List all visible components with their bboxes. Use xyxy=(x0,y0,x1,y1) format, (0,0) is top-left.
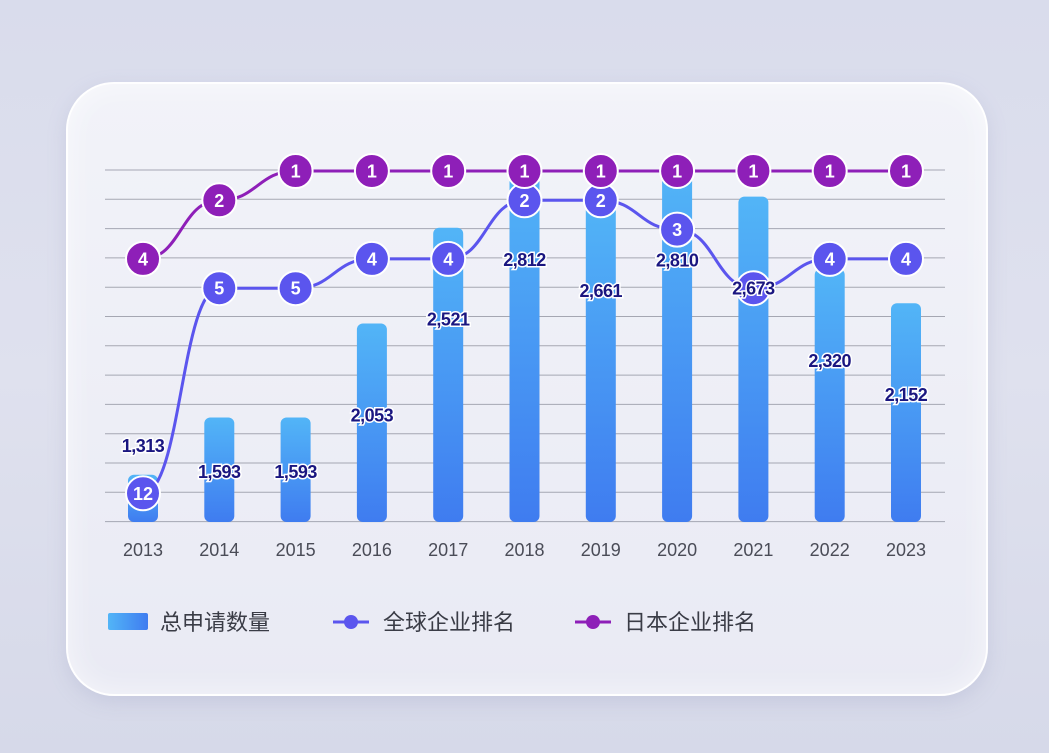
series-global-rank: 12 5 5 4 4 2 2 3 5 4 4 xyxy=(125,182,924,512)
rank-label-2022: 1 xyxy=(825,162,835,182)
bar-value-labels: 1,313 1,593 1,593 2,053 2,521 2,812 2,661 2,810… xyxy=(120,249,930,484)
bar-value-label-2016: 2,053 xyxy=(351,405,394,425)
rank-marker-2015 xyxy=(277,270,314,307)
x-tick-label: 2017 xyxy=(428,540,468,560)
x-tick-label: 2013 xyxy=(123,540,163,560)
bar-value-label-2022: 2,320 xyxy=(808,351,851,371)
bar-2018 xyxy=(509,168,540,522)
rank-marker-2023 xyxy=(888,153,924,189)
bar-2023 xyxy=(891,303,921,522)
rank-label-2022: 4 xyxy=(825,249,835,269)
bar-2016 xyxy=(356,323,387,522)
bar-value-label-2017: 2,521 xyxy=(427,310,470,330)
rank-marker-2021 xyxy=(735,270,772,307)
rank-label-2019: 2 xyxy=(596,191,606,211)
bar-value-label-2013: 1,313 xyxy=(122,436,165,456)
x-tick-label: 2018 xyxy=(504,540,544,560)
rank-marker-2016 xyxy=(353,240,390,277)
bar-value-label-2018: 2,812 xyxy=(503,250,546,270)
rank-marker-2018 xyxy=(506,153,543,189)
legend: 总申请数量 全球企业排名 日本企业排名 xyxy=(108,611,756,636)
rank-label-2016: 1 xyxy=(367,162,377,182)
rank-label-2015: 5 xyxy=(291,279,301,299)
rank-marker-2022 xyxy=(811,240,848,277)
rank-marker-2020 xyxy=(659,153,696,189)
rank-label-2017: 1 xyxy=(443,162,453,182)
rank-marker-2021 xyxy=(735,153,772,189)
rank-marker-2019 xyxy=(582,153,619,189)
rank-label-2023: 1 xyxy=(901,162,911,182)
rank-marker-2013 xyxy=(125,475,161,512)
bar-value-label-2020: 2,810 xyxy=(656,251,699,271)
bar-2017 xyxy=(433,227,464,522)
bar-value-label-2014: 1,593 xyxy=(198,462,241,482)
x-tick-label: 2019 xyxy=(581,540,621,560)
bar-value-label-2019: 2,661 xyxy=(580,281,623,301)
rank-label-2023: 4 xyxy=(901,249,911,269)
x-tick-label: 2016 xyxy=(352,540,392,560)
rank-label-2021: 1 xyxy=(748,162,758,182)
legend-label-japan-rank: 日本企业排名 xyxy=(624,611,756,636)
legend-marker xyxy=(344,615,358,629)
bars xyxy=(128,168,921,522)
rank-marker-2017 xyxy=(430,240,467,277)
bar-2019 xyxy=(585,199,616,522)
x-axis: 2013 2014 2015 2016 2017 2018 2019 2020 2021 2022… xyxy=(123,540,926,560)
series-japan-rank: 4 2 1 1 1 1 1 1 1 1 1 xyxy=(125,153,924,277)
rank-marker-2017 xyxy=(430,153,467,189)
bar-2015 xyxy=(280,417,311,522)
rank-label-2014: 5 xyxy=(214,279,224,299)
rank-label-2019: 1 xyxy=(596,162,606,182)
x-tick-label: 2020 xyxy=(657,540,697,560)
rank-marker-2014 xyxy=(201,182,238,219)
bar-value-label-2023: 2,152 xyxy=(885,385,928,405)
bar-2014 xyxy=(204,417,235,522)
rank-label-2013: 12 xyxy=(133,484,153,504)
rank-label-2016: 4 xyxy=(367,249,377,269)
bar-2021 xyxy=(738,196,769,522)
legend-label-total: 总申请数量 xyxy=(160,611,270,636)
bar-value-label-2021: 2,673 xyxy=(732,279,775,299)
rank-label-2021: 5 xyxy=(748,279,758,299)
legend-marker xyxy=(586,615,600,629)
x-tick-label: 2014 xyxy=(199,540,239,560)
rank-label-2020: 1 xyxy=(672,162,682,182)
rank-label-2018: 1 xyxy=(519,162,529,182)
rank-marker-2020 xyxy=(659,211,696,248)
rank-marker-2014 xyxy=(201,270,238,307)
rank-label-2013: 4 xyxy=(138,249,148,269)
rank-marker-2016 xyxy=(353,153,390,189)
rank-label-2018: 2 xyxy=(519,191,529,211)
bar-2022 xyxy=(814,268,845,522)
rank-label-2020: 3 xyxy=(672,220,682,240)
x-tick-label: 2021 xyxy=(733,540,773,560)
rank-marker-2023 xyxy=(888,240,924,277)
legend-label-global-rank: 全球企业排名 xyxy=(383,611,515,636)
rank-label-2017: 4 xyxy=(443,249,453,269)
bar-value-label-2015: 1,593 xyxy=(274,462,317,482)
x-tick-label: 2015 xyxy=(276,540,316,560)
rank-marker-2013 xyxy=(125,240,161,277)
legend-swatch-bar xyxy=(108,613,148,630)
bar-2020 xyxy=(662,168,693,522)
x-tick-label: 2022 xyxy=(810,540,850,560)
rank-marker-2022 xyxy=(811,153,848,189)
rank-label-2014: 2 xyxy=(214,191,224,211)
rank-label-2015: 1 xyxy=(291,162,301,182)
x-tick-label: 2023 xyxy=(886,540,926,560)
rank-marker-2015 xyxy=(277,153,314,189)
